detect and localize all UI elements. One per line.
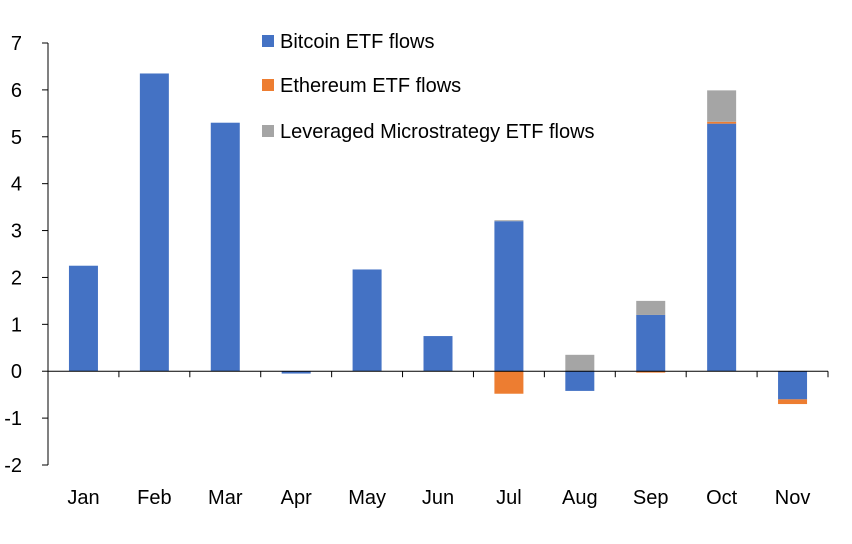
x-tick-label-may: May	[348, 487, 386, 509]
x-tick-label-nov: Nov	[775, 487, 811, 509]
y-axis: -2 -1 0 1 2 3 4 5 6 7	[4, 33, 49, 477]
y-tick-label: 5	[11, 127, 22, 149]
legend-swatch-1	[262, 35, 274, 47]
bar-oct-series-3	[707, 90, 737, 122]
legend-label-3: Leveraged Microstrategy ETF flows	[280, 121, 595, 143]
bar-sep-series-3	[636, 300, 666, 315]
y-tick-label: 1	[11, 314, 22, 336]
bar-may-series-1	[352, 269, 382, 372]
x-tick-label-mar: Mar	[208, 487, 243, 509]
y-tick-label: -1	[4, 408, 22, 430]
bar-apr-series-1	[281, 371, 311, 374]
bar-jul-series-1	[494, 221, 524, 372]
y-tick-label: 7	[11, 33, 22, 55]
y-tick-label: 4	[11, 174, 22, 196]
bar-nov-series-2	[778, 399, 808, 405]
bar-mar-series-1	[210, 122, 240, 372]
y-tick-label: 0	[11, 361, 22, 383]
legend-label-2: Ethereum ETF flows	[280, 75, 461, 97]
bar-jul-series-3	[494, 220, 524, 222]
y-tick-label: 6	[11, 80, 22, 102]
x-tick-label-sep: Sep	[633, 487, 669, 509]
bar-aug-series-1	[565, 371, 595, 391]
x-tick-label-jan: Jan	[67, 487, 99, 509]
bar-jul-series-2	[494, 371, 524, 394]
bar-jun-series-1	[423, 336, 453, 372]
legend: Bitcoin ETF flows Ethereum ETF flows Lever…	[262, 31, 595, 143]
bar-oct-series-2	[707, 121, 737, 124]
x-tick-label-jun: Jun	[422, 487, 454, 509]
bar-sep-series-1	[636, 314, 666, 372]
bar-sep-series-2	[636, 371, 666, 373]
bar-aug-series-3	[565, 354, 595, 372]
x-tick-label-apr: Apr	[281, 487, 312, 509]
legend-swatch-3	[262, 125, 274, 137]
bar-feb-series-1	[139, 73, 169, 372]
legend-swatch-2	[262, 79, 274, 91]
x-tick-label-feb: Feb	[137, 487, 171, 509]
y-tick-label: -2	[4, 455, 22, 477]
y-tick-label: 2	[11, 267, 22, 289]
x-tick-label-jul: Jul	[496, 487, 522, 509]
bar-jan-series-1	[68, 265, 98, 372]
y-tick-label: 3	[11, 221, 22, 243]
legend-label-1: Bitcoin ETF flows	[280, 31, 434, 53]
plot-area	[68, 73, 808, 405]
bar-oct-series-1	[707, 123, 737, 372]
x-tick-label-oct: Oct	[706, 487, 738, 509]
x-axis: Jan Feb Mar Apr May Jun Jul Aug Sep Oct Nov	[47, 370, 829, 509]
x-tick-label-aug: Aug	[562, 487, 598, 509]
bar-nov-series-1	[778, 371, 808, 400]
